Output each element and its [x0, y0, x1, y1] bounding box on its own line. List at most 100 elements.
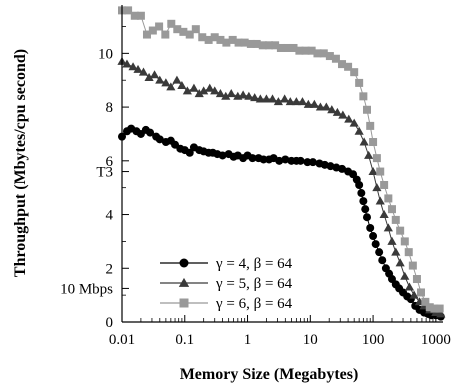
data-point-triangle	[194, 89, 204, 98]
data-point-circle	[248, 154, 257, 163]
data-point-square	[384, 194, 393, 203]
data-point-triangle	[383, 223, 393, 232]
data-point-square	[425, 303, 434, 312]
data-point-square	[319, 49, 328, 58]
y-tick-label: 0	[106, 315, 114, 331]
data-point-square	[435, 304, 444, 313]
data-point-triangle	[291, 97, 301, 106]
data-point-square	[210, 33, 219, 42]
data-point-triangle	[321, 102, 331, 111]
data-point-square	[130, 11, 139, 20]
data-point-triangle	[400, 271, 410, 280]
data-point-square	[283, 43, 292, 52]
data-point-square	[362, 105, 371, 114]
data-point-square	[359, 92, 368, 101]
series-1	[118, 124, 445, 321]
data-point-triangle	[354, 126, 364, 135]
data-point-triangle	[349, 118, 359, 127]
legend-entry-1: γ = 4, β = 64	[160, 256, 293, 272]
data-point-triangle	[379, 209, 389, 218]
data-point-square	[416, 288, 425, 297]
y-tick-label: 2	[106, 261, 114, 277]
data-point-triangle	[375, 196, 385, 205]
data-point-square	[136, 11, 145, 20]
data-point-triangle	[122, 59, 132, 68]
data-point-square	[376, 167, 385, 176]
data-point-square	[252, 39, 261, 48]
data-point-square	[124, 6, 133, 15]
data-point-square	[276, 43, 285, 52]
x-tick-label: 1000	[421, 332, 451, 348]
data-point-triangle	[387, 236, 397, 245]
data-point-triangle	[215, 89, 226, 98]
data-point-square	[228, 35, 237, 44]
data-point-square	[350, 68, 359, 77]
data-point-triangle	[344, 114, 354, 123]
data-point-triangle	[261, 94, 272, 103]
data-point-triangle	[155, 75, 165, 84]
data-point-square	[148, 26, 157, 35]
data-point-circle	[275, 156, 284, 165]
y-tick-label: 6	[106, 154, 114, 170]
data-point-triangle	[297, 97, 308, 106]
data-point-square	[325, 52, 334, 61]
data-point-triangle	[404, 282, 415, 291]
legend-entry-2: γ = 5, β = 64	[160, 276, 293, 292]
data-point-triangle	[244, 91, 254, 100]
data-point-square	[307, 46, 316, 55]
y-tick-label: 10 Mbps	[60, 281, 113, 297]
ticks-layer: 0.01 0.1 1 10 100 1000 0 10 Mbps 2 4 T36 8 10	[60, 26, 451, 348]
legend-entry-3: γ = 6, β = 64	[160, 296, 293, 312]
data-point-square	[295, 46, 304, 55]
data-point-circle	[259, 155, 268, 164]
data-point-square	[265, 41, 274, 50]
data-point-circle	[146, 128, 155, 137]
data-point-square	[246, 39, 255, 48]
data-point-triangle	[178, 277, 190, 287]
data-point-triangle	[189, 83, 199, 92]
data-point-square	[391, 215, 400, 224]
data-point-triangle	[221, 91, 231, 100]
data-point-circle	[361, 205, 370, 214]
legend-label: γ = 4, β = 64	[215, 256, 293, 272]
data-point-triangle	[368, 166, 378, 176]
x-tick-label: 10	[303, 332, 318, 348]
data-point-square	[331, 54, 340, 63]
data-point-square	[191, 25, 200, 34]
data-point-square	[313, 49, 322, 58]
data-point-circle	[308, 158, 317, 167]
data-point-square	[179, 27, 188, 36]
legend: γ = 4, β = 64 γ = 5, β = 64 γ = 6, β = 64	[160, 256, 293, 312]
y-tick-label: 4	[106, 208, 114, 224]
data-point-square	[344, 62, 353, 71]
data-point-square	[155, 22, 164, 31]
data-point-triangle	[332, 107, 342, 116]
y-tick-label: 10	[98, 46, 113, 62]
data-point-triangle	[436, 309, 446, 318]
y-axis-title: Throughput (Mbytes/cpu second)	[12, 49, 29, 277]
data-point-square	[222, 38, 231, 47]
data-point-triangle	[267, 94, 278, 103]
data-point-square	[198, 33, 207, 42]
x-tick-label: 100	[362, 332, 385, 348]
data-point-square	[161, 30, 170, 39]
data-point-circle	[281, 155, 290, 164]
y-tick-label: 8	[106, 100, 114, 116]
data-point-square	[412, 275, 421, 284]
x-tick-label: 0.1	[175, 332, 194, 348]
data-point-triangle	[238, 90, 248, 99]
data-point-triangle	[315, 102, 326, 111]
data-point-triangle	[364, 150, 374, 159]
data-point-square	[404, 248, 413, 257]
data-point-triangle	[409, 290, 419, 299]
data-point-triangle	[144, 72, 154, 81]
data-point-triangle	[161, 78, 171, 87]
data-point-square	[173, 25, 182, 34]
data-point-triangle	[226, 89, 236, 98]
data-point-triangle	[273, 97, 283, 106]
data-point-square	[421, 297, 430, 306]
data-point-circle	[303, 158, 312, 167]
data-point-square	[400, 237, 409, 246]
data-point-triangle	[250, 93, 260, 102]
